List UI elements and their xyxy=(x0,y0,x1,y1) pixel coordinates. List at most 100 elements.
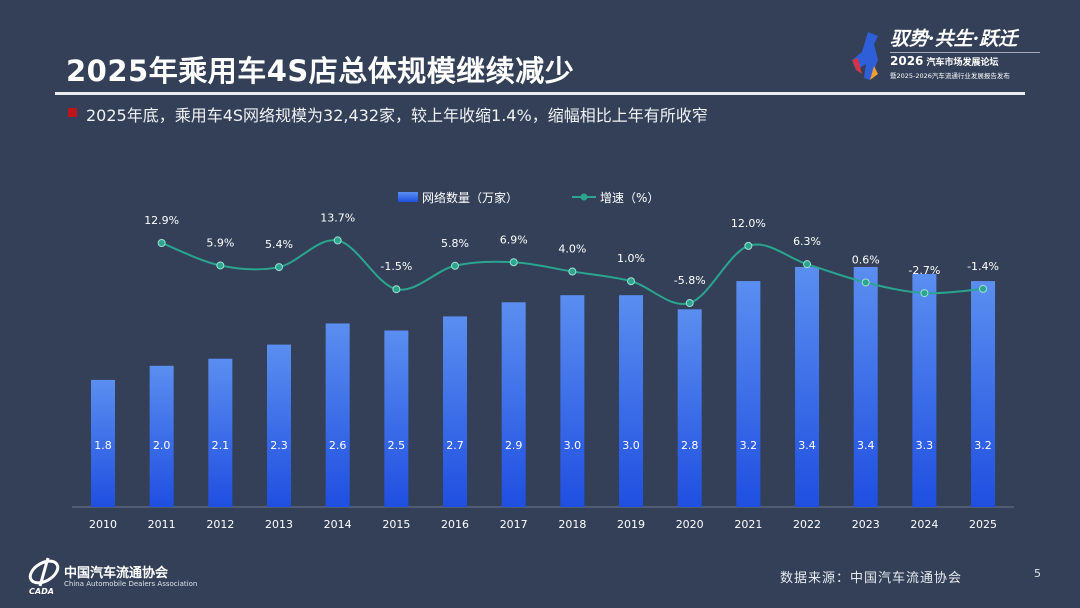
growth-label-2020: -5.8% xyxy=(674,274,706,287)
growth-point-2015 xyxy=(392,285,401,294)
bar-label-2011: 2.0 xyxy=(153,439,171,452)
bar-2012 xyxy=(208,358,233,507)
bar-2021 xyxy=(736,281,761,507)
logo-divider xyxy=(890,52,1040,53)
growth-point-2023 xyxy=(861,278,870,287)
growth-label-2018: 4.0% xyxy=(558,243,586,256)
x-tick-2015: 2015 xyxy=(382,518,410,531)
event-line2: 暨2025-2026汽车流通行业发展报告发布 xyxy=(890,72,1010,80)
growth-point-2017 xyxy=(509,258,518,267)
legend-bar-swatch xyxy=(398,192,418,202)
bar-2015 xyxy=(384,330,409,507)
x-tick-2023: 2023 xyxy=(852,518,880,531)
growth-point-2025 xyxy=(979,284,988,293)
bar-2016 xyxy=(443,316,468,507)
page-number: 5 xyxy=(1034,567,1041,580)
bar-label-2017: 2.9 xyxy=(505,439,523,452)
bar-label-2023: 3.4 xyxy=(857,439,875,452)
bar-2020 xyxy=(677,309,702,507)
event-line1: 汽车市场发展论坛 xyxy=(926,58,999,68)
bar-label-2016: 2.7 xyxy=(446,439,464,452)
growth-point-2022 xyxy=(803,260,812,269)
bar-2017 xyxy=(501,302,526,507)
bar-2013 xyxy=(267,344,292,507)
growth-label-2025: -1.4% xyxy=(967,260,999,273)
cada-logo-icon: CADA xyxy=(28,557,60,596)
growth-label-2017: 6.9% xyxy=(500,233,528,246)
event-logo: 驭势·共生·跃迁 2026 汽车市场发展论坛 暨2025-2026汽车流通行业发… xyxy=(848,24,1058,84)
bar-2019 xyxy=(619,295,644,507)
bar-2011 xyxy=(149,365,174,507)
x-tick-2011: 2011 xyxy=(148,518,176,531)
x-tick-2022: 2022 xyxy=(793,518,821,531)
bar-label-2010: 1.8 xyxy=(94,439,112,452)
growth-label-2012: 5.9% xyxy=(206,236,234,249)
legend-line-marker xyxy=(580,193,588,201)
x-tick-2021: 2021 xyxy=(734,518,762,531)
bar-2018 xyxy=(560,295,585,507)
growth-point-2016 xyxy=(451,261,460,270)
x-tick-2025: 2025 xyxy=(969,518,997,531)
x-tick-2020: 2020 xyxy=(676,518,704,531)
growth-point-2012 xyxy=(216,261,225,270)
growth-label-2014: 13.7% xyxy=(320,211,355,224)
growth-point-2011 xyxy=(157,238,166,247)
bar-label-2022: 3.4 xyxy=(798,439,816,452)
legend-line-label: 增速（%） xyxy=(600,191,659,205)
x-tick-2016: 2016 xyxy=(441,518,469,531)
bar-label-2024: 3.3 xyxy=(916,439,934,452)
x-tick-2017: 2017 xyxy=(500,518,528,531)
event-name: 2026 汽车市场发展论坛 xyxy=(890,54,999,68)
growth-point-2019 xyxy=(627,277,636,286)
bar-label-2019: 3.0 xyxy=(622,439,640,452)
growth-label-2024: -2.7% xyxy=(908,264,940,277)
page-title: 2025年乘用车4S店总体规模继续减少 xyxy=(66,54,575,88)
legend: 网络数量（万家） 增速（%） xyxy=(398,190,659,205)
bar-2024 xyxy=(912,274,937,507)
bar-label-2021: 3.2 xyxy=(740,439,758,452)
bar-2010 xyxy=(91,379,115,507)
growth-label-2016: 5.8% xyxy=(441,237,469,250)
growth-point-2018 xyxy=(568,267,577,276)
growth-point-2021 xyxy=(744,241,753,250)
bar-label-2015: 2.5 xyxy=(388,439,406,452)
x-tick-2013: 2013 xyxy=(265,518,293,531)
event-slogan: 驭势·共生·跃迁 xyxy=(890,28,1018,50)
growth-point-2013 xyxy=(275,263,284,272)
growth-label-2021: 12.0% xyxy=(731,217,766,230)
bar-label-2012: 2.1 xyxy=(212,439,230,452)
x-tick-2014: 2014 xyxy=(324,518,352,531)
growth-label-2015: -1.5% xyxy=(380,260,412,273)
bar-label-2020: 2.8 xyxy=(681,439,699,452)
data-source: 数据来源：中国汽车流通协会 xyxy=(780,571,963,586)
legend-bar-label: 网络数量（万家） xyxy=(422,190,518,205)
bar-label-2025: 3.2 xyxy=(974,439,992,452)
bar-label-2014: 2.6 xyxy=(329,439,347,452)
org-name-en: China Automobile Dealers Association xyxy=(64,580,198,588)
cada-abbr: CADA xyxy=(29,587,54,596)
bar-label-2013: 2.3 xyxy=(270,439,288,452)
growth-label-2011: 12.9% xyxy=(144,214,179,227)
growth-point-2014 xyxy=(333,236,342,245)
horse-icon xyxy=(852,32,878,80)
title-divider xyxy=(55,92,1025,95)
x-tick-2018: 2018 xyxy=(558,518,586,531)
bar-label-2018: 3.0 xyxy=(564,439,582,452)
growth-point-2020 xyxy=(685,299,694,308)
bar-2022 xyxy=(795,266,820,507)
bar-2025 xyxy=(971,281,996,507)
bar-2023 xyxy=(853,266,878,507)
x-tick-2024: 2024 xyxy=(910,518,938,531)
x-tick-2012: 2012 xyxy=(206,518,234,531)
x-tick-2019: 2019 xyxy=(617,518,645,531)
growth-label-2023: 0.6% xyxy=(852,253,880,266)
x-tick-2010: 2010 xyxy=(89,518,117,531)
org-name-cn: 中国汽车流通协会 xyxy=(64,566,169,581)
subtitle: 2025年底，乘用车4S网络规模为32,432家，较上年收缩1.4%，缩幅相比上… xyxy=(86,106,708,125)
growth-point-2024 xyxy=(920,289,929,298)
growth-label-2022: 6.3% xyxy=(793,235,821,248)
bar-2014 xyxy=(325,323,350,507)
growth-label-2013: 5.4% xyxy=(265,238,293,251)
event-year: 2026 xyxy=(890,54,924,68)
